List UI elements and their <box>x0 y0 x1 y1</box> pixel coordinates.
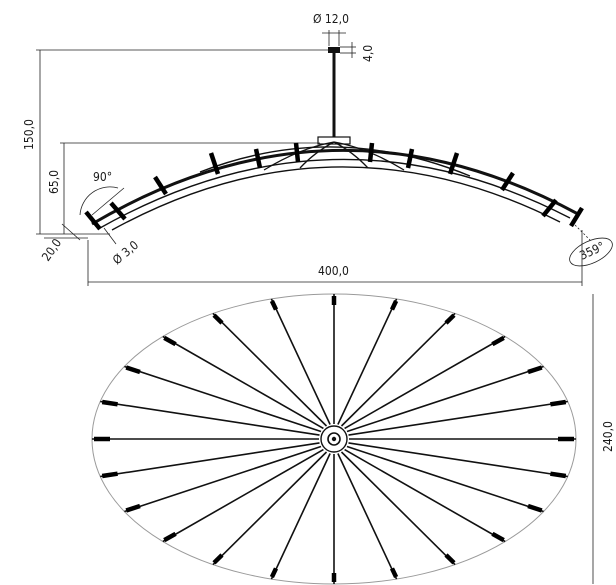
spoke <box>344 335 506 430</box>
angle-90-label: 90° <box>93 170 112 184</box>
spoke-tip <box>125 503 141 513</box>
spoke <box>344 448 506 543</box>
spoke-tip <box>101 399 118 407</box>
clip-12 <box>569 206 584 228</box>
spoke-tip <box>389 567 399 579</box>
clip-6 <box>293 142 301 163</box>
clip-11 <box>541 198 558 218</box>
spoke-tip <box>125 365 141 375</box>
hub-brace-left-2 <box>299 141 335 169</box>
cap-height-label: 4,0 <box>361 45 375 62</box>
spoke <box>337 298 398 425</box>
spoke <box>124 445 322 513</box>
spoke <box>348 442 568 478</box>
spoke-tip <box>527 503 543 513</box>
spoke <box>100 442 320 478</box>
spoke-tip <box>491 531 505 543</box>
width-label: 400,0 <box>318 264 349 278</box>
tip-length-label: 20,0 <box>39 236 64 264</box>
clip-2 <box>109 201 127 221</box>
stem-diameter-label: Ø 12,0 <box>313 12 349 26</box>
spoke-tip <box>444 553 456 565</box>
spoke-tip <box>163 335 177 347</box>
hub-brace-right <box>333 141 405 171</box>
rod-diameter-dim-line <box>103 227 117 245</box>
spoke <box>162 448 324 543</box>
top-view: 240,0 <box>91 293 615 585</box>
top-hub-center <box>331 436 337 442</box>
canopy-cap <box>328 47 340 53</box>
total-height-label: 150,0 <box>22 119 36 150</box>
spoke-tip <box>550 399 567 407</box>
arm-arc-inner-2 <box>111 166 561 231</box>
arm-arc-outer <box>91 149 579 226</box>
side-view: Ø 12,0 4,0 150,0 65,0 90° 20,0 Ø 3,0 <box>22 12 613 286</box>
spoke <box>348 400 568 436</box>
clip-5 <box>253 148 263 169</box>
spoke <box>340 451 456 566</box>
spoke-tip <box>212 553 224 565</box>
spoke <box>346 365 544 433</box>
spoke-tip <box>389 299 399 311</box>
arm-arc-inner <box>99 158 571 229</box>
spoke <box>100 400 320 436</box>
spoke <box>212 451 328 566</box>
clip-4 <box>208 152 221 175</box>
clip-7 <box>367 142 375 163</box>
spoke <box>270 453 331 580</box>
clip-9 <box>447 152 460 175</box>
spoke-tip <box>444 313 456 325</box>
spoke <box>162 335 324 430</box>
spoke <box>124 365 322 433</box>
spoke-tip <box>491 335 505 347</box>
arm-arc-short <box>199 146 471 177</box>
spoke <box>337 453 398 580</box>
angle-359-ellipse <box>569 237 613 267</box>
spoke-tip <box>163 531 177 543</box>
spoke <box>270 298 331 425</box>
hub-plate <box>317 136 351 145</box>
hub-brace-left <box>263 141 335 171</box>
clip-1 <box>84 210 102 231</box>
top-view-spokes <box>92 294 576 584</box>
hub-brace-right-2 <box>333 141 369 169</box>
tip-length-dim-line <box>61 223 81 241</box>
spoke <box>212 312 328 427</box>
depth-label: 240,0 <box>601 421 615 452</box>
arc-height-label: 65,0 <box>47 170 61 194</box>
spoke-tip <box>269 299 279 311</box>
angle-90-arc <box>79 186 119 216</box>
angle-359-leader <box>574 224 591 241</box>
spoke-tip <box>527 365 543 375</box>
spoke-tip <box>212 313 224 325</box>
spoke-tip <box>550 471 567 479</box>
spoke-tip <box>101 471 118 479</box>
angle-90-ref-line <box>91 187 125 216</box>
clip-8 <box>405 148 415 169</box>
spoke <box>346 445 544 513</box>
spoke <box>340 312 456 427</box>
clip-3 <box>153 175 168 196</box>
clip-10 <box>500 171 515 192</box>
spoke-tip <box>269 567 279 579</box>
